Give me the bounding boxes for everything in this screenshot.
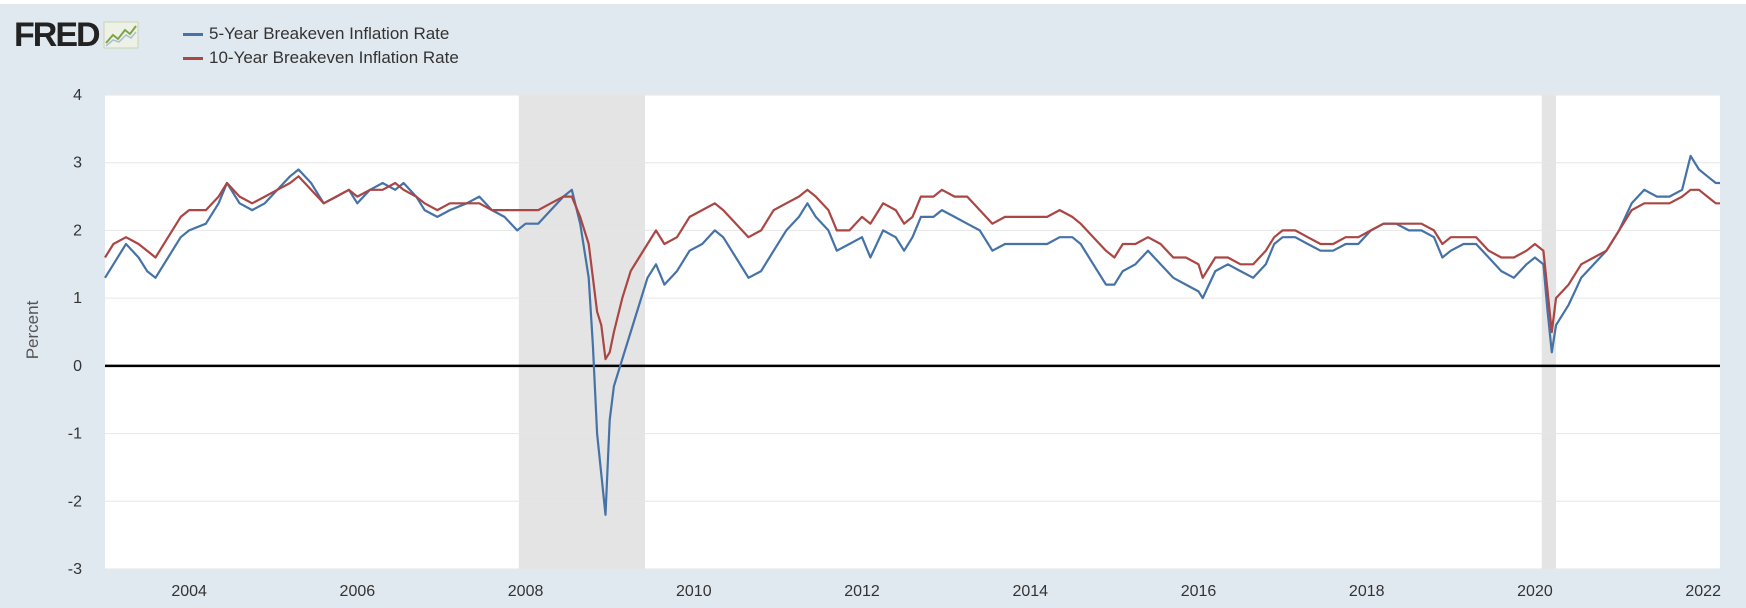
- x-tick-label-9: 2022: [1685, 583, 1721, 600]
- series-line-5-year[interactable]: [104, 154, 1720, 516]
- x-tick-label-6: 2016: [1181, 583, 1217, 600]
- fred-logo[interactable]: FRED: [14, 18, 139, 52]
- series-line-10-year[interactable]: [104, 175, 1720, 361]
- legend-item-10-year[interactable]: 10-Year Breakeven Inflation Rate: [183, 46, 459, 70]
- x-tick-label-2: 2008: [508, 583, 544, 600]
- fred-logo-text: FRED: [14, 16, 101, 54]
- x-tick-label-7: 2018: [1349, 583, 1385, 600]
- y-axis-title: Percent: [23, 300, 42, 359]
- y-tick-label-5: -1: [68, 426, 82, 443]
- y-tick-label-3: 1: [73, 290, 82, 307]
- plot-area: [105, 95, 1720, 569]
- y-tick-label-1: 3: [73, 155, 82, 172]
- fred-graph-icon: [103, 21, 139, 49]
- recession-band-0: [518, 95, 646, 569]
- y-tick-label-7: -3: [68, 561, 82, 578]
- legend-label-5-year: 5-Year Breakeven Inflation Rate: [209, 24, 450, 43]
- y-tick-label-6: -2: [68, 493, 82, 510]
- legend-swatch-5-year: [183, 32, 203, 36]
- legend-swatch-10-year: [183, 56, 203, 60]
- y-tick-label-4: 0: [73, 358, 82, 375]
- legend-item-5-year[interactable]: 5-Year Breakeven Inflation Rate: [183, 22, 459, 46]
- legend-label-10-year: 10-Year Breakeven Inflation Rate: [209, 48, 459, 67]
- x-tick-label-4: 2012: [844, 583, 880, 600]
- x-tick-label-5: 2014: [1012, 583, 1048, 600]
- x-tick-label-8: 2020: [1517, 583, 1553, 600]
- x-tick-label-0: 2004: [171, 583, 207, 600]
- chart-legend: 5-Year Breakeven Inflation Rate 10-Year …: [183, 22, 459, 70]
- y-tick-label-0: 4: [73, 87, 82, 104]
- x-tick-label-1: 2006: [340, 583, 376, 600]
- y-tick-label-2: 2: [73, 222, 82, 239]
- top-strip: [0, 0, 1746, 4]
- x-tick-label-3: 2010: [676, 583, 712, 600]
